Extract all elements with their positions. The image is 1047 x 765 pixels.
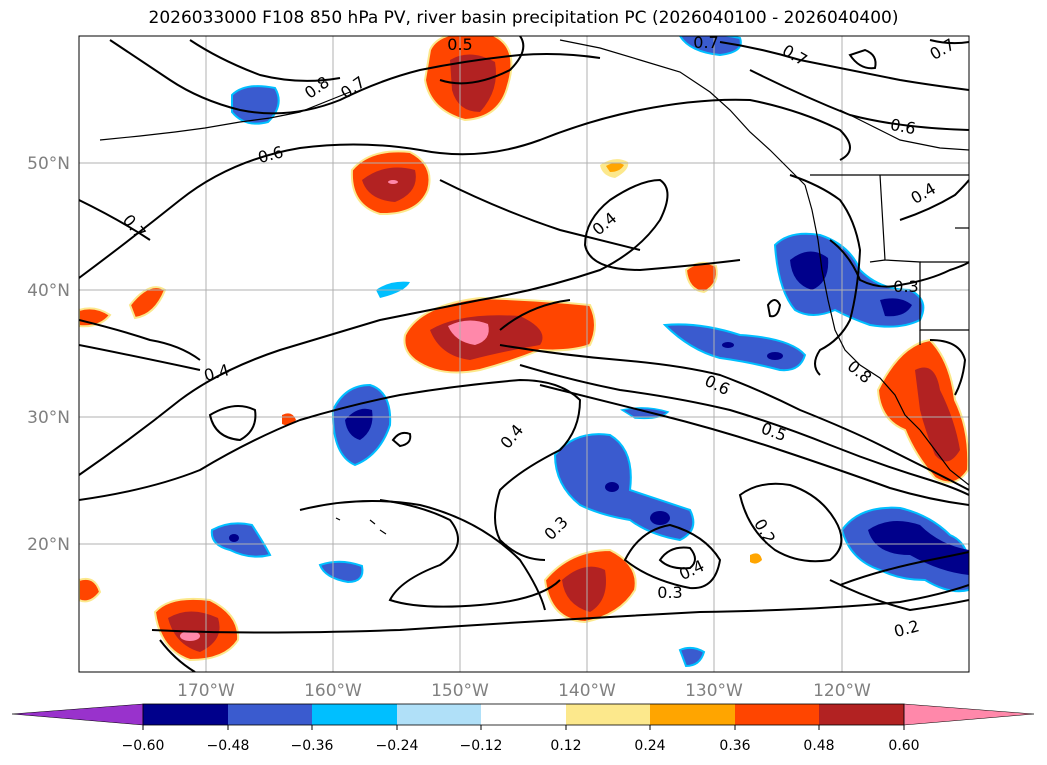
colorbar-segment — [228, 704, 312, 725]
colorbar-segment — [566, 704, 650, 725]
contour-label: 0.5 — [447, 35, 472, 54]
lat-label: 30°N — [27, 408, 70, 428]
colorbar-tick-label: 0.60 — [888, 738, 919, 754]
colorbar-tick-label: 0.12 — [550, 738, 581, 754]
colorbar-extend-high — [903, 703, 1035, 726]
contour-label: 0.3 — [893, 277, 918, 296]
contour-label: 0.7 — [693, 33, 718, 52]
colorbar-outline — [142, 703, 905, 726]
colorbar — [11, 703, 1035, 726]
colorbar-tick-label: 0.48 — [803, 738, 834, 754]
map-title: 2026033000 F108 850 hPa PV, river basin … — [148, 8, 899, 28]
colorbar-tick-label: −0.48 — [207, 738, 250, 754]
colorbar-segment — [143, 704, 228, 725]
lon-label: 140°W — [558, 681, 616, 701]
colorbar-segment — [650, 704, 735, 725]
contour-label: 0.3 — [657, 583, 682, 602]
colorbar-segment — [819, 704, 904, 725]
lat-label: 20°N — [27, 535, 70, 555]
lat-label: 40°N — [27, 281, 70, 301]
colorbar-tick-label: −0.24 — [376, 738, 419, 754]
colorbar-tick-label: 0.36 — [719, 738, 750, 754]
pv-contours — [79, 36, 969, 672]
colorbar-ticks — [142, 725, 905, 730]
latitude-labels: 50°N 40°N 30°N 20°N — [27, 154, 70, 555]
colorbar-segment — [735, 704, 819, 725]
colorbar-tick-label: −0.12 — [460, 738, 503, 754]
map-frame — [78, 35, 970, 673]
colorbar-tick-labels: −0.60 −0.48 −0.36 −0.24 −0.12 0.12 0.24 … — [122, 738, 920, 754]
graticule — [79, 36, 969, 672]
colorbar-tick-label: −0.60 — [122, 738, 165, 754]
lon-label: 160°W — [304, 681, 362, 701]
colorbar-segment — [312, 704, 397, 725]
lon-label: 170°W — [177, 681, 235, 701]
positive-anomaly-shading — [79, 36, 969, 662]
colorbar-segment — [481, 704, 566, 725]
lat-label: 50°N — [27, 154, 70, 174]
colorbar-tick-label: −0.36 — [291, 738, 334, 754]
lon-label: 120°W — [813, 681, 871, 701]
lon-label: 150°W — [431, 681, 489, 701]
negative-anomaly-shading — [210, 36, 969, 668]
contour-label: 0.6 — [889, 115, 917, 138]
longitude-labels: 170°W 160°W 150°W 140°W 130°W 120°W — [177, 681, 871, 701]
lon-label: 130°W — [685, 681, 743, 701]
colorbar-tick-label: 0.24 — [634, 738, 665, 754]
colorbar-extend-low — [11, 703, 144, 726]
colorbar-segment — [397, 704, 481, 725]
